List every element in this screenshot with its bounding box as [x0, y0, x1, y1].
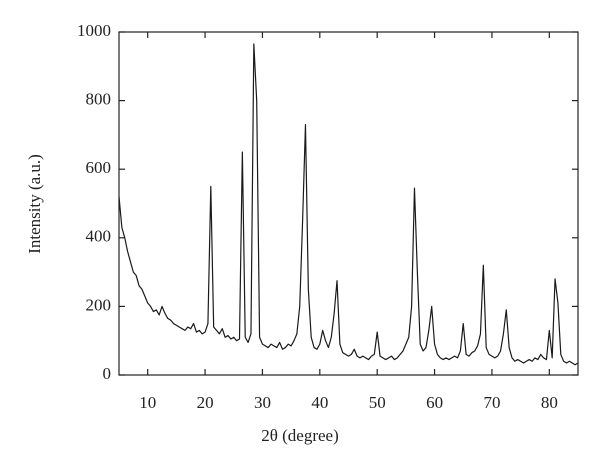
y-tick-label: 0: [103, 364, 112, 383]
y-tick-label: 1000: [77, 21, 111, 40]
x-tick-label: 40: [311, 393, 328, 412]
x-tick-label: 70: [483, 393, 500, 412]
y-tick-label: 600: [86, 158, 112, 177]
x-tick-label: 80: [541, 393, 558, 412]
y-tick-label: 200: [86, 295, 112, 314]
x-tick-label: 50: [369, 393, 386, 412]
x-tick-label: 60: [426, 393, 443, 412]
x-tick-label: 30: [254, 393, 271, 412]
y-axis-label: Intensity (a.u.): [25, 154, 44, 254]
x-tick-label: 10: [139, 393, 156, 412]
y-tick-label: 400: [86, 227, 112, 246]
x-axis-label: 2θ (degree): [261, 426, 339, 445]
y-tick-label: 800: [86, 90, 112, 109]
data-line: [118, 43, 579, 366]
plot-frame: [118, 31, 579, 376]
x-tick-label: 20: [197, 393, 214, 412]
